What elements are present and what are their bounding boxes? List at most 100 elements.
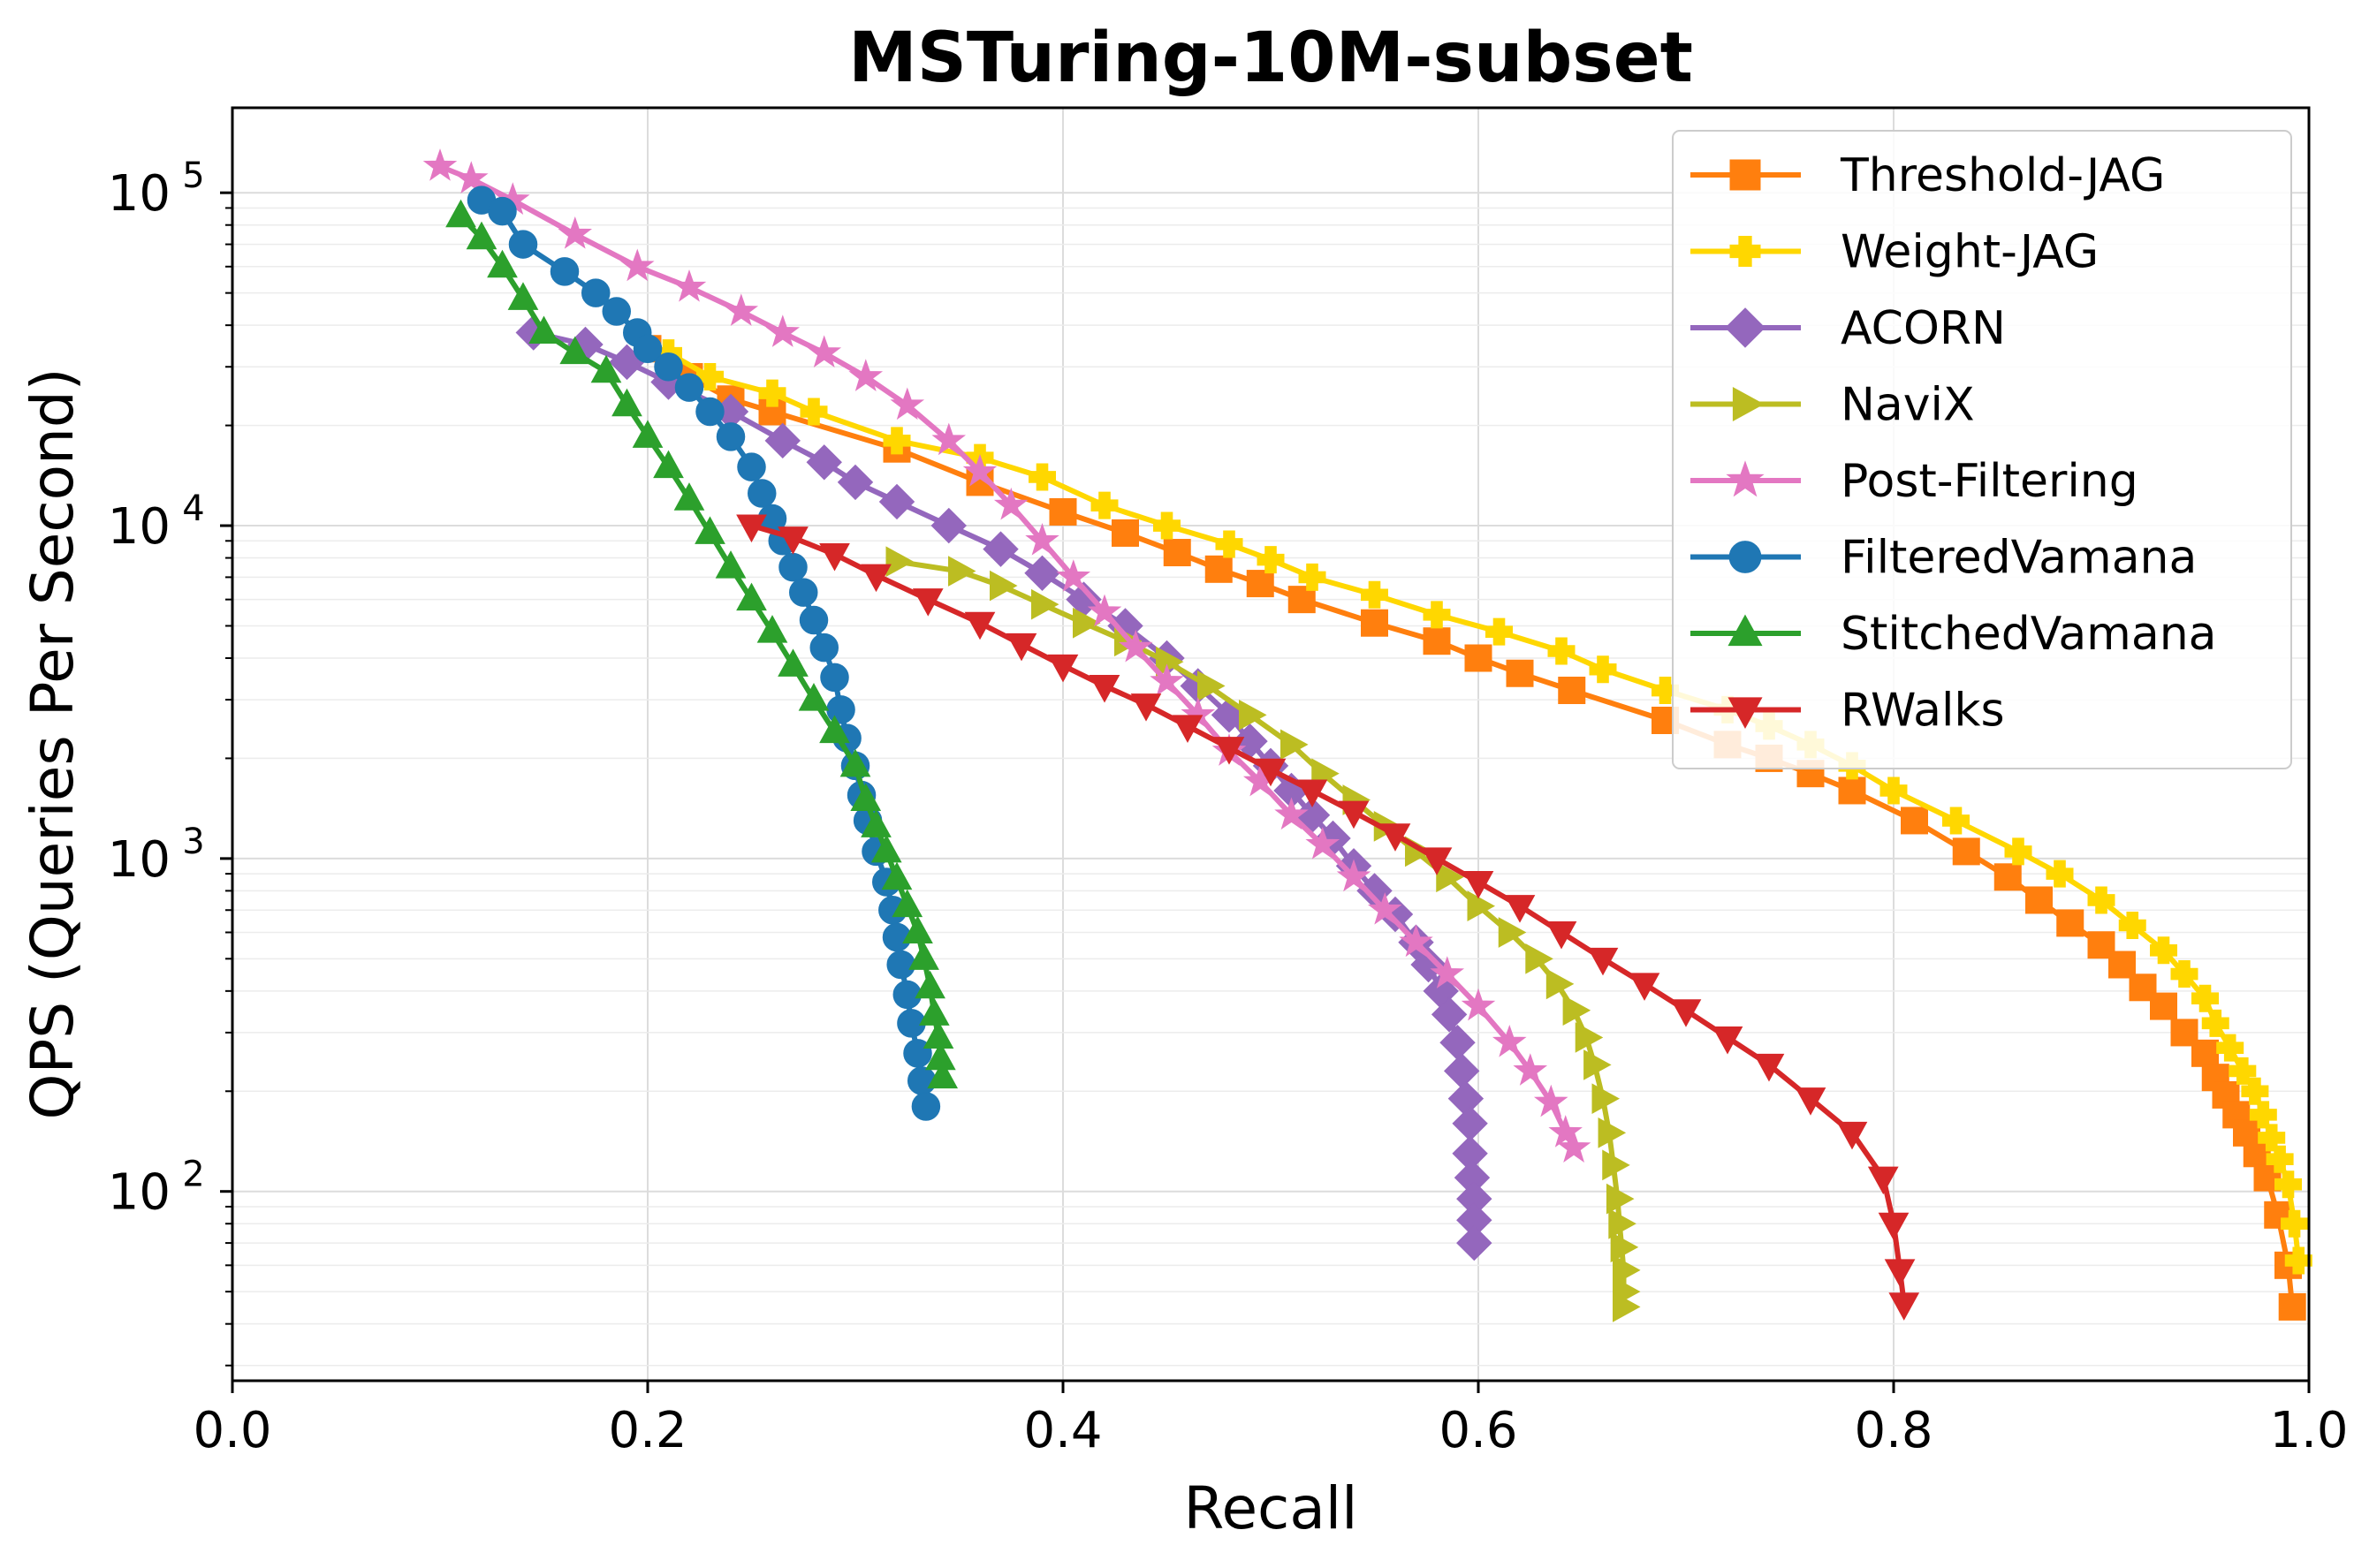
data-point — [2281, 1209, 2309, 1238]
data-point — [1464, 644, 1492, 672]
data-point — [1548, 1115, 1583, 1148]
data-point — [488, 196, 517, 226]
data-point — [756, 615, 788, 643]
data-point — [1213, 737, 1245, 765]
series-filteredvamana — [467, 186, 941, 1121]
data-point — [799, 605, 829, 635]
data-point — [1246, 570, 1274, 598]
data-point — [778, 526, 809, 555]
data-point — [1606, 1183, 1635, 1215]
legend-item: FilteredVamana — [1690, 532, 2197, 585]
data-point — [1602, 1149, 1630, 1181]
plot-frame — [231, 106, 2311, 1382]
data-point — [1423, 601, 1451, 629]
data-point — [672, 269, 707, 302]
data-point — [778, 648, 809, 677]
series-stitchedvamana — [445, 199, 959, 1089]
data-point — [1670, 999, 1702, 1027]
legend-marker — [1728, 697, 1763, 729]
data-point — [1942, 807, 1970, 835]
data-point — [778, 552, 808, 582]
data-point — [1558, 677, 1586, 705]
data-point — [918, 997, 950, 1026]
data-point — [870, 834, 902, 863]
legend-box — [1672, 130, 2292, 769]
data-point — [1423, 627, 1451, 655]
y-tick-exponent: 5 — [182, 155, 204, 196]
data-point — [1239, 699, 1267, 731]
data-point — [653, 450, 684, 479]
y-tick-exponent: 4 — [182, 489, 204, 529]
data-point — [1547, 637, 1576, 665]
legend-item: Threshold-JAG — [1690, 149, 2165, 202]
data-point — [1073, 607, 1101, 639]
legend: Threshold-JAG Weight-JAG ACORN NaviX Post-Fi… — [1672, 130, 2292, 769]
data-point — [1379, 823, 1411, 852]
data-point — [673, 482, 705, 511]
legend-marker — [1729, 159, 1761, 191]
data-point — [930, 507, 967, 544]
data-point — [764, 422, 801, 459]
data-point — [1836, 1121, 1868, 1150]
data-point — [1305, 826, 1340, 860]
data-point — [883, 427, 911, 455]
data-point — [1257, 546, 1285, 574]
data-point — [1485, 617, 1513, 646]
data-point — [1492, 1024, 1527, 1057]
data-point — [611, 388, 642, 417]
data-point — [789, 578, 818, 607]
legend-label: Post-Filtering — [1841, 455, 2138, 508]
data-point — [1613, 1292, 1641, 1322]
data-point — [1087, 594, 1122, 627]
legend-label: NaviX — [1841, 379, 1975, 432]
data-point — [1608, 1208, 1636, 1239]
x-tick-label: 0.6 — [1439, 1402, 1517, 1459]
data-point — [1575, 1022, 1604, 1053]
data-point — [1361, 580, 1388, 609]
y-tick-base: 10 — [108, 831, 171, 889]
data-point — [1589, 655, 1617, 684]
data-point — [453, 161, 489, 194]
data-point — [1753, 1053, 1785, 1082]
data-point — [885, 546, 915, 578]
y-axis-label: QPS (Queries Per Second) — [19, 367, 87, 1119]
data-point — [2118, 911, 2146, 939]
data-point — [1421, 847, 1453, 875]
legend-marker — [1728, 541, 1762, 573]
data-point — [878, 483, 915, 520]
data-point — [1436, 861, 1464, 893]
data-point — [2201, 1009, 2229, 1037]
x-tick-label: 0.4 — [1023, 1402, 1102, 1459]
data-point — [715, 550, 747, 579]
data-point — [695, 516, 725, 544]
data-point — [1879, 776, 1908, 805]
y-tick-base: 10 — [108, 1164, 171, 1222]
data-point — [1112, 519, 1139, 547]
data-point — [1025, 522, 1059, 556]
data-point — [1031, 588, 1059, 620]
data-point — [1197, 670, 1226, 701]
data-point — [892, 889, 923, 918]
data-point — [1338, 800, 1370, 829]
data-point — [1562, 995, 1591, 1026]
data-point — [1006, 633, 1037, 662]
data-point — [1462, 870, 1494, 899]
data-point — [736, 514, 767, 543]
series-post-filtering — [422, 148, 1591, 1163]
legend-marker — [1725, 307, 1766, 348]
data-point — [912, 588, 944, 617]
data-point — [839, 748, 871, 777]
legend-item: Weight-JAG — [1690, 226, 2099, 279]
legend-item: Post-Filtering — [1690, 455, 2138, 508]
data-point — [1952, 837, 1980, 866]
data-point — [633, 334, 663, 364]
data-point — [1878, 1212, 1910, 1241]
data-point — [1610, 1231, 1639, 1263]
data-point — [819, 543, 850, 572]
data-point — [2191, 1039, 2219, 1067]
data-point — [765, 314, 801, 347]
y-tick-label: 10 — [108, 165, 171, 223]
data-point — [1838, 776, 1866, 805]
data-point — [1587, 947, 1619, 976]
